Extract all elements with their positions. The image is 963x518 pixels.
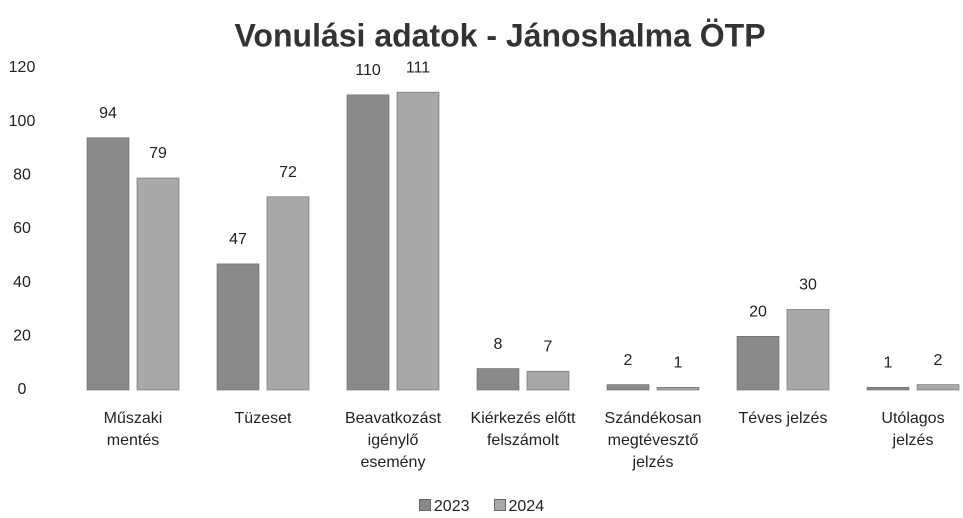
- value-label: 1: [674, 355, 683, 372]
- value-label: 20: [749, 304, 767, 321]
- y-tick-label: 40: [13, 274, 31, 291]
- value-label: 111: [406, 59, 430, 76]
- legend-swatch: [493, 499, 506, 511]
- bar: [216, 263, 260, 391]
- x-tick-label: Szándékosan megtévesztő jelzés: [604, 410, 702, 471]
- x-tick-label: Tüzeset: [234, 410, 292, 427]
- bar: [526, 370, 570, 391]
- legend-swatch: [418, 499, 431, 511]
- value-label: 94: [99, 105, 117, 122]
- value-label: 79: [149, 145, 167, 162]
- value-label: 1: [884, 355, 893, 372]
- value-label: 72: [279, 164, 297, 181]
- value-label: 7: [544, 338, 553, 355]
- bar: [786, 309, 830, 391]
- x-tick-label: Műszaki mentés: [103, 410, 163, 449]
- bar: [86, 137, 130, 391]
- x-tick-label: Beavatkozást igénylő esemény: [344, 410, 442, 471]
- bar: [866, 387, 910, 391]
- bar: [266, 196, 310, 391]
- legend: 2023 2024: [0, 498, 963, 516]
- chart-title: Vonulási adatok - Jánoshalma ÖTP: [234, 17, 765, 53]
- value-label: 2: [934, 352, 943, 369]
- y-tick-label: 20: [13, 328, 31, 345]
- y-tick-label: 80: [13, 167, 31, 184]
- y-tick-label: 60: [13, 220, 31, 237]
- value-label: 8: [494, 336, 503, 353]
- value-label: 2: [624, 352, 633, 369]
- value-label: 30: [799, 277, 817, 294]
- y-tick-label: 120: [9, 59, 36, 76]
- bar: [346, 94, 390, 391]
- y-tick-label: 0: [18, 381, 27, 398]
- legend-label: 2024: [508, 498, 545, 515]
- bar: [736, 336, 780, 391]
- legend-item: 2024: [493, 498, 545, 516]
- value-label: 110: [355, 62, 381, 79]
- bar: [656, 387, 700, 391]
- x-tick-label: Utólagos jelzés: [881, 410, 945, 449]
- bar: [136, 177, 180, 391]
- bar: [476, 368, 520, 391]
- legend-label: 2023: [433, 498, 470, 515]
- y-tick-label: 100: [9, 113, 36, 130]
- legend-item: 2023: [418, 498, 470, 516]
- x-tick-label: Kiérkezés előtt felszámolt: [470, 410, 576, 449]
- x-tick-label: Téves jelzés: [738, 410, 828, 427]
- bar: [916, 384, 960, 391]
- value-label: 47: [229, 231, 247, 248]
- bar: [606, 384, 650, 391]
- bar: [396, 91, 440, 391]
